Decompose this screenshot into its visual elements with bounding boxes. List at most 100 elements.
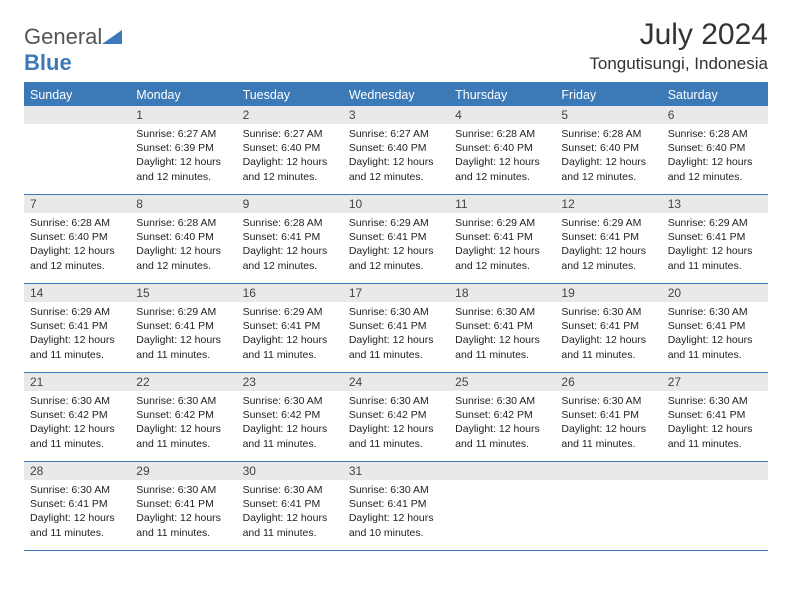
day-detail-line: Sunrise: 6:27 AM <box>136 127 230 141</box>
calendar-day: 5Sunrise: 6:28 AMSunset: 6:40 PMDaylight… <box>555 106 661 194</box>
calendar-day <box>449 462 555 550</box>
day-detail-line: and 11 minutes. <box>136 437 230 451</box>
location-label: Tongutisungi, Indonesia <box>589 54 768 74</box>
day-detail-line: and 11 minutes. <box>30 348 124 362</box>
day-detail-line: Sunset: 6:40 PM <box>30 230 124 244</box>
day-number: 22 <box>130 373 236 391</box>
day-detail-line: Sunrise: 6:30 AM <box>349 483 443 497</box>
day-detail-line: and 11 minutes. <box>561 437 655 451</box>
calendar-day <box>662 462 768 550</box>
dow-tuesday: Tuesday <box>237 84 343 106</box>
day-detail-line: and 11 minutes. <box>136 526 230 540</box>
day-detail-line: Sunrise: 6:29 AM <box>30 305 124 319</box>
day-number: 16 <box>237 284 343 302</box>
day-detail-line: Daylight: 12 hours <box>455 155 549 169</box>
day-detail-line: Daylight: 12 hours <box>561 244 655 258</box>
day-detail-line: Sunset: 6:39 PM <box>136 141 230 155</box>
calendar-day: 24Sunrise: 6:30 AMSunset: 6:42 PMDayligh… <box>343 373 449 461</box>
day-detail-line: Sunset: 6:41 PM <box>668 230 762 244</box>
day-detail-line: and 11 minutes. <box>455 437 549 451</box>
day-detail-line: and 11 minutes. <box>349 348 443 362</box>
page-title: July 2024 <box>589 18 768 52</box>
day-number: 28 <box>24 462 130 480</box>
day-detail-line: Daylight: 12 hours <box>243 333 337 347</box>
day-detail-line: Daylight: 12 hours <box>455 333 549 347</box>
calendar-day: 3Sunrise: 6:27 AMSunset: 6:40 PMDaylight… <box>343 106 449 194</box>
day-number: 31 <box>343 462 449 480</box>
day-of-week-header: Sunday Monday Tuesday Wednesday Thursday… <box>24 84 768 106</box>
calendar-day: 19Sunrise: 6:30 AMSunset: 6:41 PMDayligh… <box>555 284 661 372</box>
calendar-day <box>555 462 661 550</box>
day-number <box>24 106 130 124</box>
day-detail-line: and 11 minutes. <box>349 437 443 451</box>
day-detail-line: and 12 minutes. <box>455 259 549 273</box>
day-detail-line: Sunrise: 6:28 AM <box>455 127 549 141</box>
day-details: Sunrise: 6:29 AMSunset: 6:41 PMDaylight:… <box>130 302 236 366</box>
day-detail-line: and 11 minutes. <box>243 526 337 540</box>
day-details: Sunrise: 6:30 AMSunset: 6:41 PMDaylight:… <box>449 302 555 366</box>
day-detail-line: and 12 minutes. <box>136 259 230 273</box>
day-detail-line: Sunset: 6:40 PM <box>668 141 762 155</box>
calendar-day: 11Sunrise: 6:29 AMSunset: 6:41 PMDayligh… <box>449 195 555 283</box>
day-number: 30 <box>237 462 343 480</box>
day-detail-line: Daylight: 12 hours <box>243 155 337 169</box>
logo-part2: Blue <box>24 50 72 75</box>
day-detail-line: Sunset: 6:42 PM <box>349 408 443 422</box>
day-number: 18 <box>449 284 555 302</box>
day-details: Sunrise: 6:28 AMSunset: 6:40 PMDaylight:… <box>449 124 555 188</box>
day-detail-line: Sunrise: 6:28 AM <box>561 127 655 141</box>
day-details: Sunrise: 6:28 AMSunset: 6:40 PMDaylight:… <box>130 213 236 277</box>
day-detail-line: Sunrise: 6:27 AM <box>349 127 443 141</box>
day-number: 12 <box>555 195 661 213</box>
day-detail-line: Daylight: 12 hours <box>349 422 443 436</box>
day-details: Sunrise: 6:28 AMSunset: 6:40 PMDaylight:… <box>662 124 768 188</box>
day-number: 1 <box>130 106 236 124</box>
day-number <box>662 462 768 480</box>
day-number: 2 <box>237 106 343 124</box>
calendar-day: 17Sunrise: 6:30 AMSunset: 6:41 PMDayligh… <box>343 284 449 372</box>
day-detail-line: and 12 minutes. <box>668 170 762 184</box>
day-detail-line: and 10 minutes. <box>349 526 443 540</box>
day-detail-line: Sunrise: 6:30 AM <box>349 305 443 319</box>
calendar-day: 21Sunrise: 6:30 AMSunset: 6:42 PMDayligh… <box>24 373 130 461</box>
day-number: 23 <box>237 373 343 391</box>
day-detail-line: Sunset: 6:42 PM <box>136 408 230 422</box>
day-detail-line: and 12 minutes. <box>349 170 443 184</box>
calendar-day: 18Sunrise: 6:30 AMSunset: 6:41 PMDayligh… <box>449 284 555 372</box>
day-number: 5 <box>555 106 661 124</box>
day-detail-line: Sunrise: 6:30 AM <box>30 483 124 497</box>
day-details: Sunrise: 6:29 AMSunset: 6:41 PMDaylight:… <box>555 213 661 277</box>
calendar-day: 20Sunrise: 6:30 AMSunset: 6:41 PMDayligh… <box>662 284 768 372</box>
day-detail-line: Sunrise: 6:29 AM <box>243 305 337 319</box>
day-detail-line: Daylight: 12 hours <box>668 333 762 347</box>
day-detail-line: Daylight: 12 hours <box>455 244 549 258</box>
calendar-week: 1Sunrise: 6:27 AMSunset: 6:39 PMDaylight… <box>24 106 768 195</box>
day-number: 10 <box>343 195 449 213</box>
day-number: 11 <box>449 195 555 213</box>
calendar-day: 2Sunrise: 6:27 AMSunset: 6:40 PMDaylight… <box>237 106 343 194</box>
day-number: 15 <box>130 284 236 302</box>
calendar-day: 16Sunrise: 6:29 AMSunset: 6:41 PMDayligh… <box>237 284 343 372</box>
day-detail-line: Sunrise: 6:29 AM <box>349 216 443 230</box>
day-detail-line: Sunset: 6:41 PM <box>561 319 655 333</box>
day-number: 20 <box>662 284 768 302</box>
day-number: 3 <box>343 106 449 124</box>
day-detail-line: Sunset: 6:41 PM <box>349 497 443 511</box>
calendar-day: 29Sunrise: 6:30 AMSunset: 6:41 PMDayligh… <box>130 462 236 550</box>
dow-wednesday: Wednesday <box>343 84 449 106</box>
dow-sunday: Sunday <box>24 84 130 106</box>
calendar-week: 7Sunrise: 6:28 AMSunset: 6:40 PMDaylight… <box>24 195 768 284</box>
day-detail-line: Sunset: 6:40 PM <box>349 141 443 155</box>
day-detail-line: Sunset: 6:41 PM <box>30 497 124 511</box>
logo-text: General Blue <box>24 24 122 76</box>
day-detail-line: Sunset: 6:40 PM <box>136 230 230 244</box>
day-detail-line: Sunset: 6:41 PM <box>136 319 230 333</box>
day-detail-line: Sunset: 6:41 PM <box>349 319 443 333</box>
day-details: Sunrise: 6:30 AMSunset: 6:42 PMDaylight:… <box>24 391 130 455</box>
day-detail-line: Sunset: 6:40 PM <box>455 141 549 155</box>
calendar-day: 30Sunrise: 6:30 AMSunset: 6:41 PMDayligh… <box>237 462 343 550</box>
day-detail-line: Daylight: 12 hours <box>243 244 337 258</box>
day-detail-line: Sunrise: 6:29 AM <box>668 216 762 230</box>
day-detail-line: Sunset: 6:41 PM <box>136 497 230 511</box>
day-detail-line: and 12 minutes. <box>561 259 655 273</box>
